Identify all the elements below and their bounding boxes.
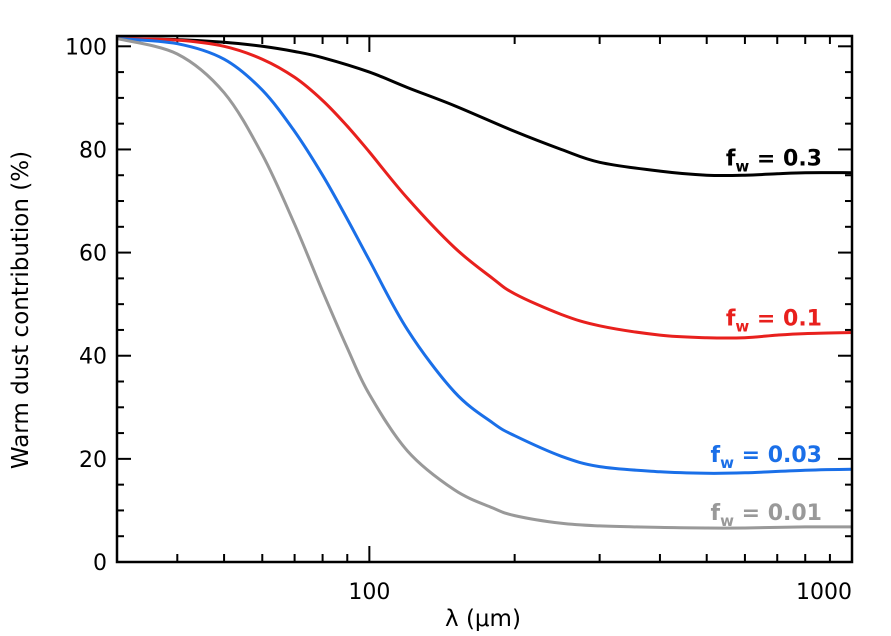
y-tick-label: 0 <box>93 551 107 576</box>
x-tick-label: 1000 <box>796 580 852 605</box>
series-label-3: fw = 0.01 <box>711 501 822 530</box>
plot-frame <box>117 36 852 562</box>
series-line-2 <box>117 39 852 474</box>
series-line-1 <box>117 39 852 338</box>
series-label-0: fw = 0.3 <box>726 147 822 176</box>
x-axis-label: λ (μm) <box>445 606 521 632</box>
series-line-0 <box>117 39 852 176</box>
y-tick-label: 100 <box>65 35 107 60</box>
series-label-1: fw = 0.1 <box>726 307 822 336</box>
x-tick-label: 100 <box>348 580 390 605</box>
y-tick-label: 80 <box>79 138 107 163</box>
y-axis-label: Warm dust contribution (%) <box>8 151 34 469</box>
y-tick-label: 60 <box>79 242 107 267</box>
y-tick-label: 40 <box>79 345 107 370</box>
y-tick-label: 20 <box>79 448 107 473</box>
series-label-2: fw = 0.03 <box>711 443 822 472</box>
